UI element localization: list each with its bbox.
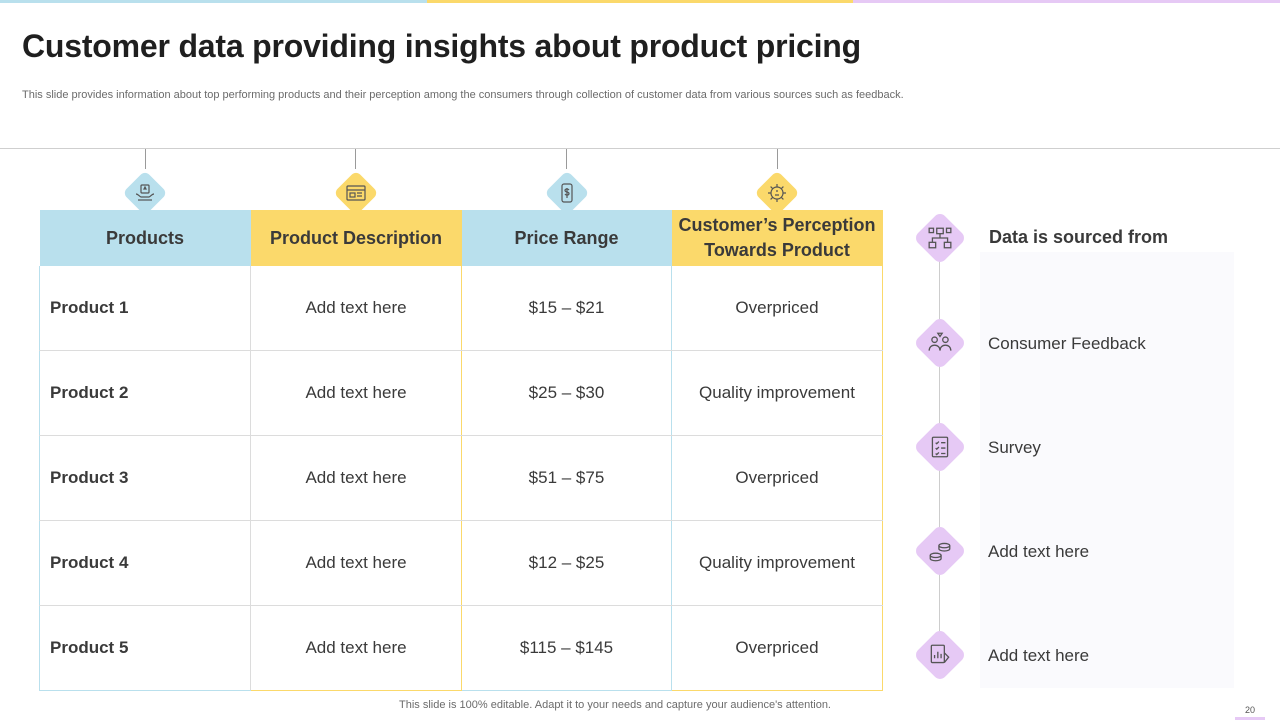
- cell-perception: Overpriced: [671, 605, 883, 691]
- cell-description: Add text here: [250, 350, 462, 436]
- source-item-label: Survey: [988, 438, 1041, 457]
- network-icon: [913, 211, 967, 265]
- cell-perception: Overpriced: [671, 266, 883, 351]
- report-chart-icon: [913, 628, 967, 682]
- cell-perception: Quality improvement: [671, 350, 883, 436]
- cell-description: Add text here: [250, 520, 462, 606]
- table-header-row: Products Product Description Price Range…: [39, 210, 883, 266]
- sources-panel: [980, 252, 1234, 688]
- page-number: 20: [1244, 705, 1255, 715]
- sources-heading: Data is sourced from: [989, 227, 1169, 247]
- table-row: Product 4 Add text here $12 – $25 Qualit…: [39, 520, 883, 606]
- product-pricing-table: Products Product Description Price Range…: [39, 210, 883, 691]
- icon-stem: [566, 149, 567, 169]
- slide-title: Customer data providing insights about p…: [22, 28, 861, 64]
- table-row: Product 1 Add text here $15 – $21 Overpr…: [39, 266, 883, 351]
- hand-product-icon: [123, 171, 167, 215]
- cell-price: $51 – $75: [461, 435, 672, 521]
- cell-perception: Overpriced: [671, 435, 883, 521]
- top-accent-bar: [0, 0, 1280, 3]
- cell-product: Product 3: [39, 435, 251, 521]
- price-tag-icon: [545, 171, 589, 215]
- cell-price: $12 – $25: [461, 520, 672, 606]
- source-item-label: Consumer Feedback: [988, 334, 1146, 353]
- top-bar-lavender: [853, 0, 1280, 3]
- cell-price: $15 – $21: [461, 266, 672, 351]
- header-products: Products: [39, 210, 251, 266]
- icon-stem: [145, 149, 146, 169]
- source-item-label: Add text here: [988, 542, 1090, 561]
- source-item-label: Add text here: [988, 646, 1090, 665]
- cell-product: Product 4: [39, 520, 251, 606]
- header-divider: [0, 148, 1280, 149]
- cell-description: Add text here: [250, 266, 462, 351]
- slide-subtitle: This slide provides information about to…: [22, 89, 904, 101]
- table-row: Product 2 Add text here $25 – $30 Qualit…: [39, 350, 883, 436]
- cell-product: Product 1: [39, 266, 251, 351]
- icon-stem: [777, 149, 778, 169]
- table-row: Product 5 Add text here $115 – $145 Over…: [39, 605, 883, 691]
- icon-stem: [355, 149, 356, 169]
- cell-price: $115 – $145: [461, 605, 672, 691]
- cell-description: Add text here: [250, 605, 462, 691]
- cell-product: Product 2: [39, 350, 251, 436]
- coins-icon: [913, 524, 967, 578]
- page-number-bar: [1235, 717, 1265, 720]
- cell-perception: Quality improvement: [671, 520, 883, 606]
- cell-description: Add text here: [250, 435, 462, 521]
- feedback-people-icon: [913, 316, 967, 370]
- cell-product: Product 5: [39, 605, 251, 691]
- header-product-description: Product Description: [250, 210, 462, 266]
- cell-price: $25 – $30: [461, 350, 672, 436]
- header-customer-perception: Customer’s Perception Towards Product: [671, 210, 883, 266]
- table-row: Product 3 Add text here $51 – $75 Overpr…: [39, 435, 883, 521]
- top-bar-yellow: [426, 0, 854, 3]
- footer-note: This slide is 100% editable. Adapt it to…: [399, 699, 831, 711]
- idea-gear-icon: [755, 171, 799, 215]
- survey-checklist-icon: [913, 420, 967, 474]
- product-card-icon: [334, 171, 378, 215]
- header-price-range: Price Range: [461, 210, 672, 266]
- top-bar-blue: [0, 0, 427, 3]
